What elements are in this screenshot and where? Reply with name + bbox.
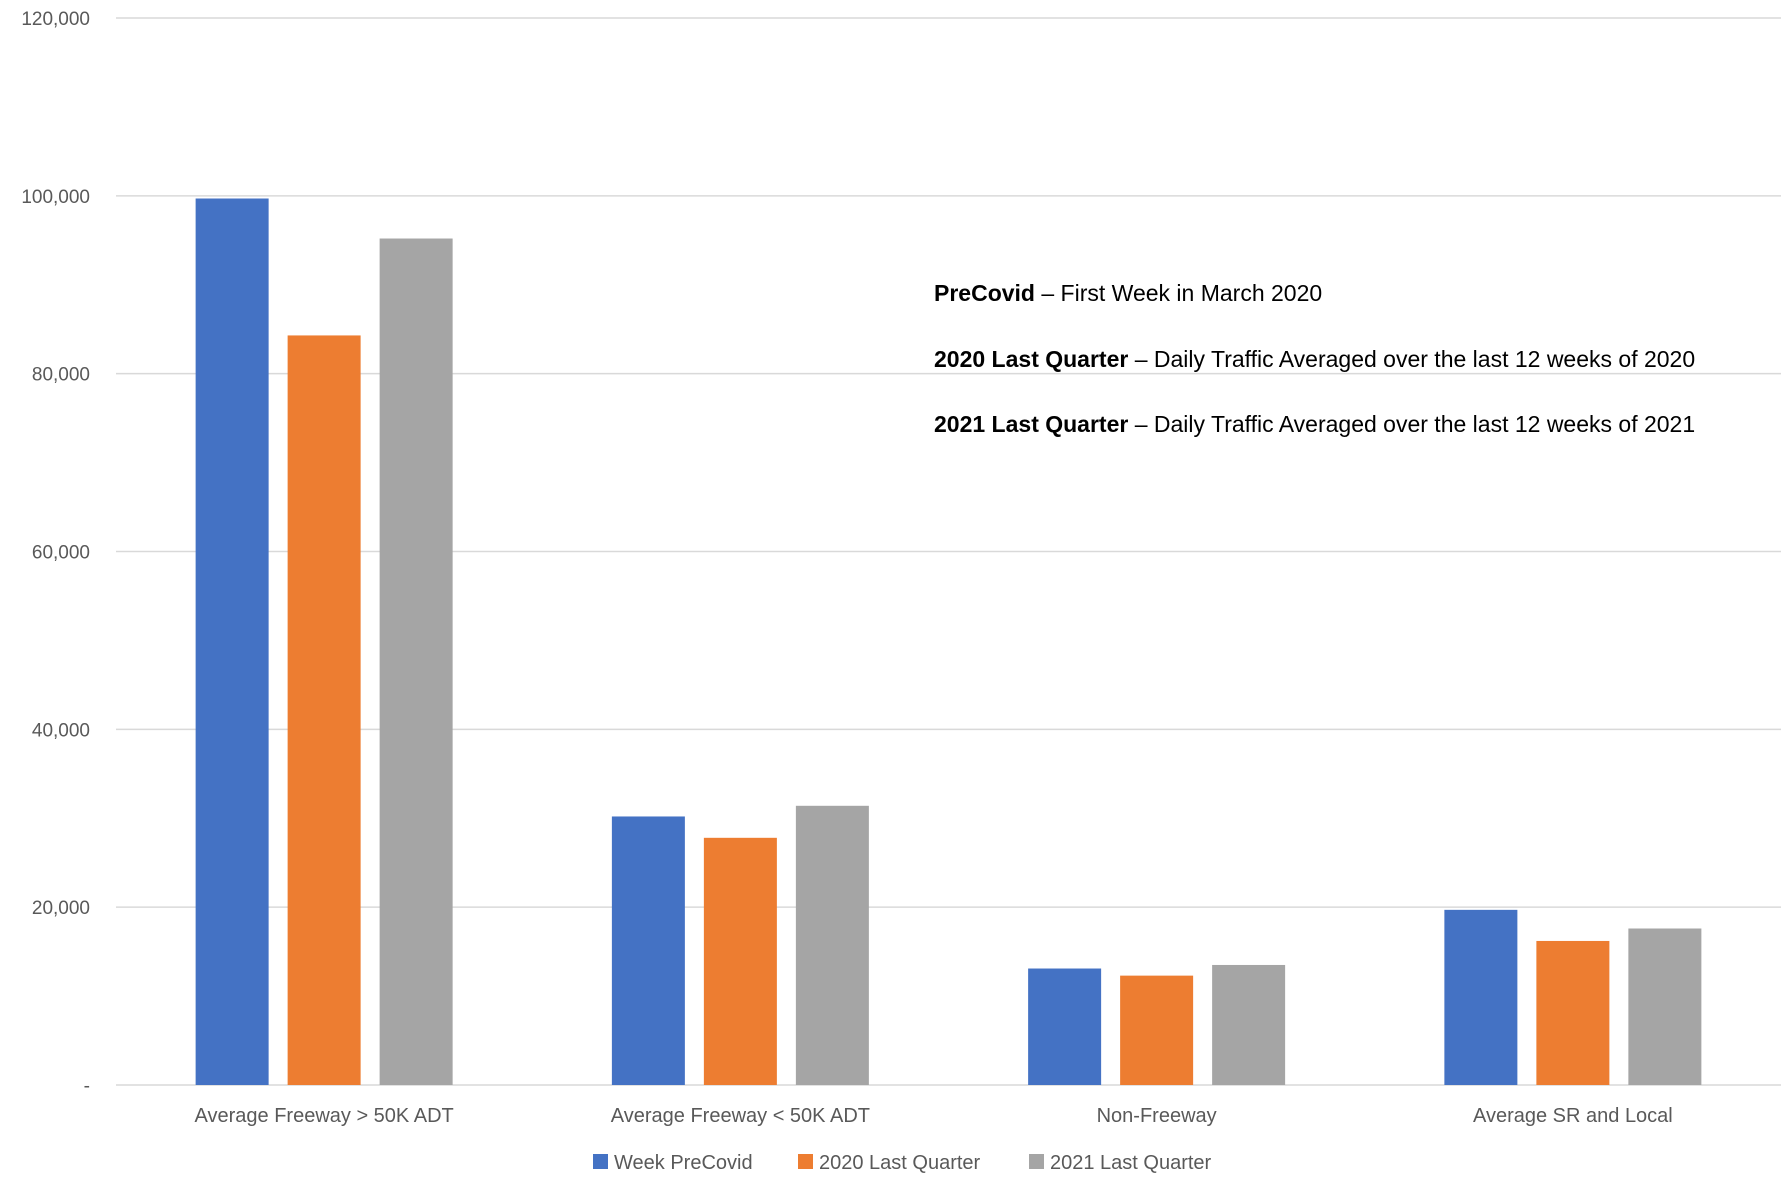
bar-2-1 [1120,975,1194,1085]
legend-label-2: 2021 Last Quarter [1050,1152,1212,1174]
bar-2-0 [1028,968,1102,1085]
bar-0-0 [195,198,269,1085]
y-tick-label-3: 60,000 [32,543,90,564]
legend-swatch-1 [798,1154,813,1169]
bars [195,198,1702,1086]
legend-swatch-0 [593,1154,608,1169]
bar-0-2 [379,238,453,1086]
annotation-2021-text: – Daily Traffic Averaged over the last 1… [1128,411,1696,437]
x-category-label-2: Non-Freeway [1097,1105,1217,1127]
annotation-2020-last-quarter: 2020 Last Quarter – Daily Traffic Averag… [934,346,1695,373]
annotation-precovid-term: PreCovid [934,280,1035,306]
gridlines [116,17,1781,1086]
bar-1-0 [611,816,685,1085]
x-axis-category-labels: Average Freeway > 50K ADT Average Freeway… [195,1105,1673,1127]
legend-label-0: Week PreCovid [614,1152,753,1174]
x-category-label-0: Average Freeway > 50K ADT [195,1105,454,1127]
y-tick-label-5: 100,000 [21,187,90,208]
annotation-2021-term: 2021 Last Quarter [934,411,1129,437]
x-category-label-1: Average Freeway < 50K ADT [611,1105,870,1127]
bar-3-1 [1536,940,1610,1085]
annotation-2020-term: 2020 Last Quarter [934,346,1129,372]
bar-1-2 [795,805,869,1085]
annotation-2020-text: – Daily Traffic Averaged over the last 1… [1128,346,1696,372]
annotation-2021-last-quarter: 2021 Last Quarter – Daily Traffic Averag… [934,411,1695,438]
bar-1-1 [703,837,777,1085]
legend: Week PreCovid 2020 Last Quarter 2021 Last … [593,1152,1212,1174]
bar-0-1 [287,335,361,1085]
annotation-precovid-text: – First Week in March 2020 [1034,280,1323,306]
legend-label-1: 2020 Last Quarter [819,1152,981,1174]
y-tick-label-4: 80,000 [32,365,90,386]
annotation-precovid: PreCovid – First Week in March 2020 [934,280,1322,307]
bar-3-0 [1444,909,1518,1085]
legend-swatch-2 [1029,1154,1044,1169]
y-axis-tick-labels: - 20,000 40,000 60,000 80,000 100,000 120,000 [21,9,90,1097]
bar-2-2 [1212,964,1286,1085]
y-tick-label-0: - [84,1076,90,1097]
y-tick-label-2: 40,000 [32,720,90,741]
bar-3-2 [1628,928,1702,1085]
x-category-label-3: Average SR and Local [1473,1105,1673,1127]
y-tick-label-1: 20,000 [32,898,90,919]
y-tick-label-6: 120,000 [21,9,90,30]
